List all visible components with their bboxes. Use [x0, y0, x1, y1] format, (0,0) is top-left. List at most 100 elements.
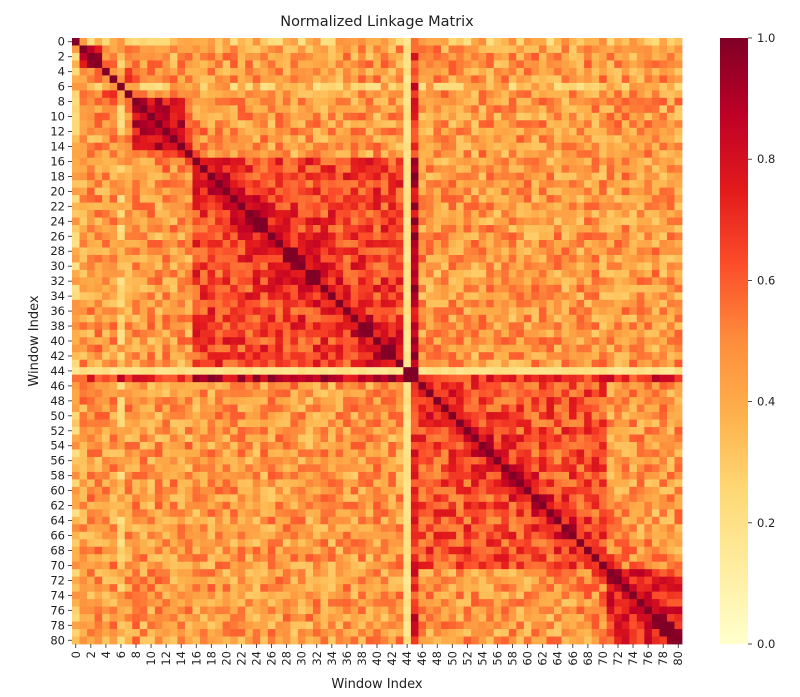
heatmap-cell: [666, 82, 675, 91]
heatmap-cell: [215, 262, 224, 271]
heatmap-cell: [177, 120, 186, 129]
heatmap-cell: [207, 142, 216, 151]
heatmap-cell: [523, 299, 532, 308]
heatmap-cell: [516, 329, 525, 338]
heatmap-cell: [636, 382, 645, 391]
heatmap-cell: [169, 225, 178, 233]
heatmap-cell: [328, 397, 336, 405]
heatmap-cell: [245, 165, 254, 174]
heatmap-cell: [358, 165, 367, 174]
heatmap-cell: [403, 322, 412, 331]
heatmap-cell: [666, 367, 675, 376]
heatmap-cell: [252, 75, 261, 84]
heatmap-cell: [117, 105, 126, 114]
heatmap-cell: [335, 225, 344, 233]
heatmap-cell: [636, 225, 645, 233]
heatmap-cell: [358, 187, 367, 196]
heatmap-cell: [636, 337, 645, 346]
heatmap-cell: [94, 52, 103, 61]
heatmap-cell: [584, 135, 593, 144]
heatmap-cell: [290, 367, 299, 376]
heatmap-cell: [463, 382, 472, 391]
heatmap-cell: [410, 195, 419, 203]
heatmap-cell: [154, 449, 163, 458]
heatmap-cell: [380, 127, 389, 136]
heatmap-cell: [425, 284, 434, 293]
heatmap-cell: [538, 329, 547, 338]
heatmap-cell: [636, 434, 645, 443]
heatmap-cell: [501, 210, 510, 218]
heatmap-cell: [486, 329, 495, 338]
heatmap-cell: [471, 52, 480, 61]
heatmap-cell: [237, 187, 246, 196]
heatmap-cell: [629, 52, 638, 61]
heatmap-cell: [237, 210, 246, 218]
heatmap-cell: [380, 464, 389, 473]
heatmap-cell: [448, 120, 457, 129]
heatmap-cell: [569, 67, 577, 76]
heatmap-cell: [328, 471, 336, 480]
heatmap-cell: [456, 486, 464, 495]
heatmap-cell: [154, 344, 163, 353]
heatmap-cell: [132, 90, 141, 99]
heatmap-cell: [328, 464, 336, 473]
heatmap-cell: [147, 157, 156, 166]
heatmap-cell: [599, 374, 608, 383]
heatmap-cell: [147, 82, 156, 91]
heatmap-cell: [614, 247, 623, 256]
heatmap-cell: [388, 60, 397, 69]
heatmap-cell: [350, 142, 359, 151]
heatmap-cell: [538, 127, 547, 136]
heatmap-cell: [117, 60, 126, 69]
heatmap-cell: [87, 494, 95, 503]
heatmap-cell: [87, 314, 95, 323]
heatmap-cell: [516, 322, 525, 331]
heatmap-cell: [184, 382, 193, 391]
heatmap-cell: [162, 367, 171, 376]
heatmap-cell: [629, 471, 638, 480]
heatmap-cell: [651, 404, 660, 413]
heatmap-cell: [184, 232, 193, 241]
heatmap-cell: [674, 284, 683, 293]
heatmap-cell: [297, 225, 306, 233]
heatmap-cell: [154, 494, 163, 503]
heatmap-cell: [139, 60, 148, 69]
heatmap-cell: [501, 247, 510, 256]
heatmap-cell: [117, 150, 126, 159]
heatmap-cell: [584, 112, 593, 121]
heatmap-cell: [297, 352, 306, 361]
heatmap-cell: [282, 419, 291, 428]
heatmap-cell: [215, 367, 224, 376]
heatmap-cell: [456, 442, 464, 450]
heatmap-cell: [365, 82, 374, 91]
heatmap-cell: [320, 240, 329, 248]
heatmap-cell: [169, 307, 178, 316]
heatmap-cell: [328, 45, 336, 54]
heatmap-cell: [674, 240, 683, 248]
heatmap-cell: [320, 225, 329, 233]
heatmap-cell: [117, 202, 126, 211]
heatmap-cell: [117, 225, 126, 233]
heatmap-cell: [388, 187, 397, 196]
heatmap-cell: [546, 112, 555, 121]
heatmap-cell: [569, 471, 577, 480]
heatmap-cell: [569, 195, 577, 203]
heatmap-cell: [418, 142, 427, 151]
heatmap-cell: [486, 172, 495, 181]
heatmap-cell: [184, 292, 193, 301]
heatmap-cell: [200, 52, 208, 61]
heatmap-cell: [260, 344, 269, 353]
heatmap-cell: [275, 52, 284, 61]
heatmap-cell: [388, 127, 397, 136]
heatmap-cell: [425, 254, 434, 263]
heatmap-cell: [614, 75, 623, 84]
heatmap-cell: [501, 479, 510, 488]
heatmap-cell: [456, 329, 464, 338]
heatmap-cell: [267, 269, 276, 278]
heatmap-cell: [94, 299, 103, 308]
heatmap-cell: [94, 142, 103, 151]
heatmap-cell: [335, 120, 344, 129]
heatmap-cell: [508, 352, 517, 361]
heatmap-cell: [290, 82, 299, 91]
heatmap-cell: [200, 262, 208, 271]
